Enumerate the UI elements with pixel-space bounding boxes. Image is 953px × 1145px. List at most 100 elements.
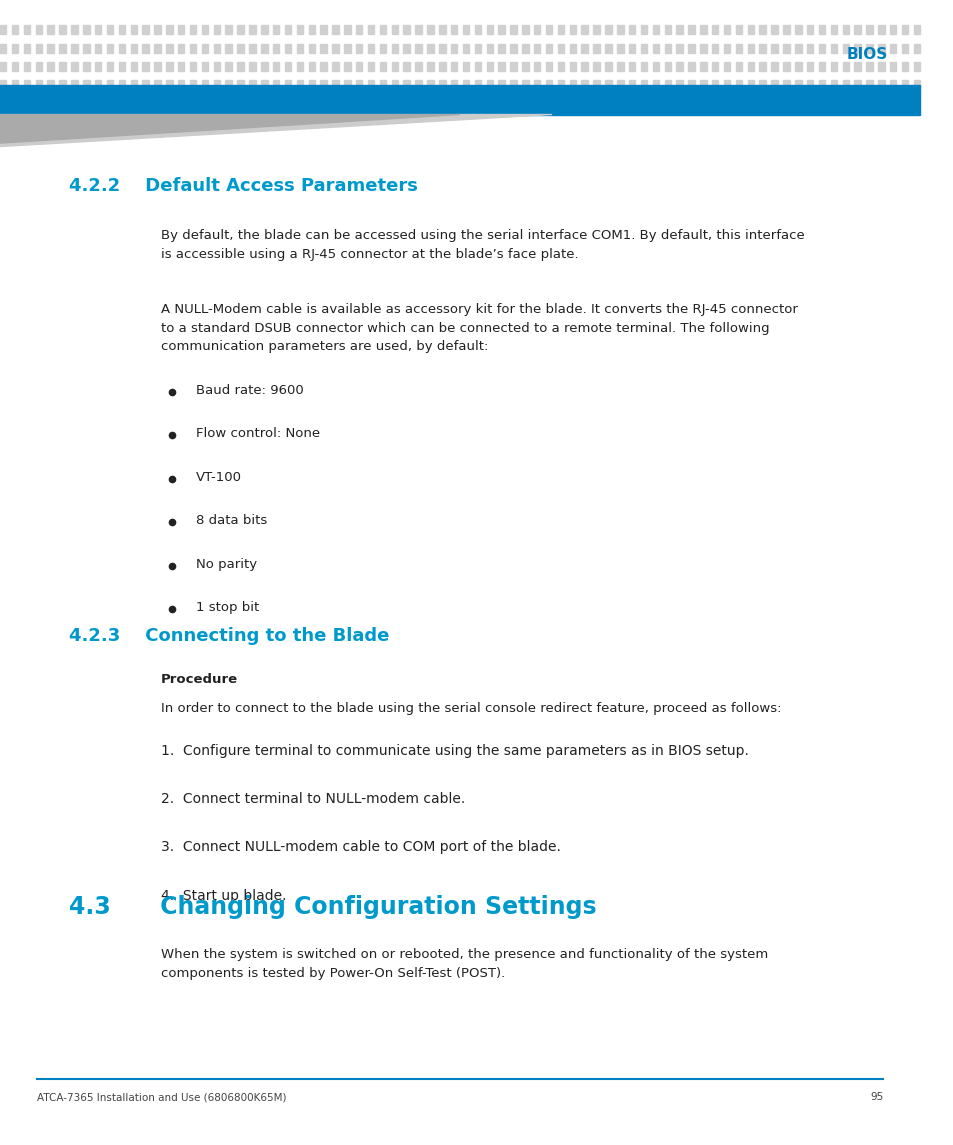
Bar [273,25,279,34]
Bar [521,25,528,34]
Bar [676,80,682,89]
Bar [711,25,718,34]
Bar [889,80,896,89]
Bar [190,80,196,89]
Bar [0,80,7,89]
Bar [273,44,279,53]
Bar [723,25,730,34]
Bar [687,80,694,89]
Bar [118,80,125,89]
Bar [273,80,279,89]
Bar [131,80,137,89]
Bar [865,80,872,89]
Bar [771,44,777,53]
Text: ATCA-7365 Installation and Use (6806800K65M): ATCA-7365 Installation and Use (6806800K… [37,1092,286,1103]
Bar [131,62,137,71]
Bar [190,44,196,53]
Bar [308,62,314,71]
Bar [497,44,504,53]
Bar [652,44,659,53]
Bar [545,80,552,89]
Bar [700,80,706,89]
Bar [735,44,741,53]
Bar [913,25,920,34]
Bar [48,44,54,53]
Bar [35,44,42,53]
Bar [201,44,208,53]
Bar [581,25,587,34]
Bar [569,80,576,89]
Text: In order to connect to the blade using the serial console redirect feature, proc: In order to connect to the blade using t… [161,702,781,714]
Bar [118,62,125,71]
Bar [403,62,410,71]
Bar [865,62,872,71]
Bar [913,80,920,89]
Bar [142,80,149,89]
Bar [107,44,113,53]
Bar [95,44,101,53]
Bar [83,80,90,89]
Bar [628,80,635,89]
Bar [723,44,730,53]
Bar [391,62,397,71]
Bar [640,44,646,53]
Bar [391,44,397,53]
Bar [178,62,184,71]
Bar [285,62,291,71]
Bar [617,62,623,71]
Bar [71,25,77,34]
Bar [901,25,907,34]
Bar [664,25,670,34]
Bar [403,25,410,34]
Bar [379,80,386,89]
Bar [225,80,232,89]
Bar [213,62,220,71]
Bar [782,62,789,71]
Bar [0,85,920,114]
Bar [344,80,350,89]
Bar [604,25,611,34]
Bar [451,62,456,71]
Bar [486,62,493,71]
Bar [782,80,789,89]
Bar [901,80,907,89]
Bar [652,25,659,34]
Bar [249,25,255,34]
Bar [723,80,730,89]
Bar [213,80,220,89]
Bar [427,80,434,89]
Bar [320,62,327,71]
Bar [521,62,528,71]
Bar [308,44,314,53]
Bar [794,44,801,53]
Bar [545,25,552,34]
Bar [510,62,517,71]
Bar [521,44,528,53]
Bar [735,62,741,71]
Bar [664,80,670,89]
Bar [59,80,66,89]
Text: 4.  Start up blade.: 4. Start up blade. [161,889,286,902]
Bar [0,25,7,34]
Bar [83,44,90,53]
Bar [747,25,753,34]
Bar [0,44,7,53]
Bar [462,62,469,71]
Bar [593,44,599,53]
Bar [154,44,160,53]
Bar [391,25,397,34]
Bar [118,44,125,53]
Bar [379,25,386,34]
Bar [178,44,184,53]
Bar [664,62,670,71]
Bar [11,44,18,53]
Bar [285,25,291,34]
Bar [617,44,623,53]
Bar [154,25,160,34]
Bar [438,80,445,89]
Bar [285,80,291,89]
Bar [261,25,267,34]
Bar [889,62,896,71]
Bar [759,62,765,71]
Bar [320,25,327,34]
